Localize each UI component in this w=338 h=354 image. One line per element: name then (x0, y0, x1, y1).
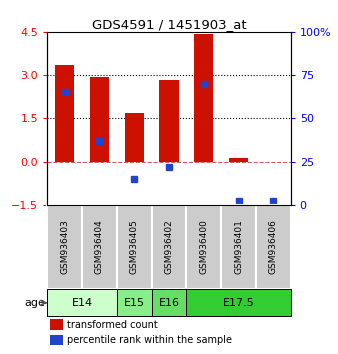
Bar (47, 289, 117, 316)
Text: GSM936404: GSM936404 (95, 219, 104, 274)
Text: GSM936403: GSM936403 (60, 219, 69, 274)
Bar (152, 205, 186, 289)
Bar (50, 335, 63, 346)
Text: GSM936406: GSM936406 (269, 219, 278, 274)
Bar (90, 78, 109, 161)
Bar (117, 289, 152, 316)
Bar (186, 205, 221, 289)
Bar (229, 158, 248, 161)
Bar (152, 289, 186, 316)
Bar (221, 205, 256, 289)
Bar (50, 319, 63, 330)
Text: E17.5: E17.5 (223, 298, 255, 308)
Text: GSM936401: GSM936401 (234, 219, 243, 274)
Text: GSM936400: GSM936400 (199, 219, 208, 274)
Bar (264, 161, 283, 162)
Bar (256, 205, 291, 289)
Bar (194, 34, 213, 161)
Bar (117, 205, 152, 289)
Text: age: age (25, 298, 46, 308)
Text: percentile rank within the sample: percentile rank within the sample (67, 335, 232, 345)
Text: GSM936402: GSM936402 (165, 219, 173, 274)
Bar (125, 113, 144, 161)
Text: E15: E15 (124, 298, 145, 308)
Bar (55, 65, 74, 161)
Bar (186, 289, 291, 316)
Bar (47, 205, 82, 289)
Title: GDS4591 / 1451903_at: GDS4591 / 1451903_at (92, 18, 246, 31)
Bar (82, 205, 117, 289)
Text: transformed count: transformed count (67, 320, 158, 330)
Text: E16: E16 (159, 298, 179, 308)
Text: GSM936405: GSM936405 (130, 219, 139, 274)
Bar (160, 80, 178, 161)
Text: E14: E14 (72, 298, 93, 308)
